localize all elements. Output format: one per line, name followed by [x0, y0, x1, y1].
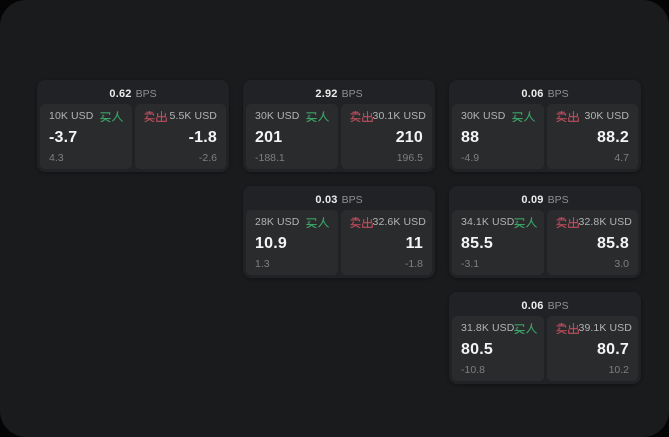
buy-amount-label: 30K USD — [255, 110, 300, 122]
bps-value: 0.06 — [521, 299, 544, 312]
buy-side-label-icon — [99, 110, 123, 122]
sell-amount-label: 32.8K USD — [578, 216, 632, 228]
sell-side-label-icon — [349, 216, 373, 228]
quote-card: 2.92 BPS 30K USD — [243, 80, 435, 172]
buy-amount-label: 31.8K USD — [461, 322, 515, 334]
buy-panel[interactable]: 34.1K USD — [452, 210, 544, 275]
buy-change: -188.1 — [255, 152, 285, 164]
sell-value: 88.2 — [597, 128, 629, 146]
sell-panel[interactable]: 5.5K USD -1.8 -2.6 — [134, 104, 226, 169]
buy-amount-label: 30K USD — [461, 110, 506, 122]
sell-side-label-icon — [143, 110, 167, 122]
bps-unit-label: BPS — [547, 87, 569, 100]
buy-side-label-icon — [514, 216, 538, 228]
buy-value: -3.7 — [49, 128, 78, 146]
sell-change: -1.8 — [404, 258, 423, 270]
buy-sell-tiles: 31.8K USD — [452, 316, 638, 381]
bps-value: 0.09 — [521, 193, 544, 206]
bps-unit-label: BPS — [547, 299, 569, 312]
card-header: 0.09 BPS — [452, 189, 638, 210]
sell-change: 196.5 — [396, 152, 423, 164]
buy-side-label-icon — [511, 110, 535, 122]
sell-change: 3.0 — [614, 258, 629, 270]
buy-sell-tiles: 10K USD — [40, 104, 226, 169]
bps-unit-label: BPS — [341, 193, 363, 206]
sell-change: -2.6 — [198, 152, 217, 164]
buy-sell-tiles: 28K USD — [246, 210, 432, 275]
buy-panel[interactable]: 30K USD — [246, 104, 338, 169]
quote-card: 0.62 BPS 10K USD — [37, 80, 229, 172]
card-header: 0.06 BPS — [452, 295, 638, 316]
bps-value: 2.92 — [315, 87, 338, 100]
buy-change: 1.3 — [255, 258, 270, 270]
quote-card: 0.06 BPS 31.8K USD — [449, 292, 641, 384]
bps-unit-label: BPS — [341, 87, 363, 100]
bps-value: 0.03 — [315, 193, 338, 206]
sell-panel[interactable]: 30.1K USD 210 196.5 — [340, 104, 432, 169]
buy-sell-tiles: 30K USD — [452, 104, 638, 169]
buy-change: -10.8 — [461, 364, 485, 376]
sell-side-label-icon — [349, 110, 373, 122]
bps-unit-label: BPS — [547, 193, 569, 206]
buy-panel[interactable]: 10K USD — [40, 104, 132, 169]
sell-amount-label: 30K USD — [584, 110, 629, 122]
card-header: 0.62 BPS — [40, 83, 226, 104]
quotes-board: 0.62 BPS 10K USD — [37, 80, 641, 384]
quotes-column-2: 2.92 BPS 30K USD — [243, 80, 435, 384]
quote-card: 0.03 BPS 28K USD — [243, 186, 435, 278]
quote-card: 0.09 BPS 34.1K USD — [449, 186, 641, 278]
buy-panel[interactable]: 30K USD — [452, 104, 544, 169]
buy-side-label-icon — [305, 110, 329, 122]
sell-value: 210 — [395, 128, 423, 146]
buy-value: 10.9 — [255, 234, 287, 252]
sell-panel[interactable]: 32.8K USD 85.8 3.0 — [546, 210, 638, 275]
sell-value: -1.8 — [188, 128, 217, 146]
quote-card: 0.06 BPS 30K USD — [449, 80, 641, 172]
sell-side-label-icon — [555, 322, 579, 334]
buy-panel[interactable]: 31.8K USD — [452, 316, 544, 381]
sell-side-label-icon — [555, 216, 579, 228]
sell-amount-label: 39.1K USD — [578, 322, 632, 334]
buy-side-label-icon — [305, 216, 329, 228]
buy-amount-label: 28K USD — [255, 216, 300, 228]
quotes-column-1: 0.62 BPS 10K USD — [37, 80, 229, 384]
sell-value: 11 — [405, 234, 423, 252]
bps-value: 0.06 — [521, 87, 544, 100]
buy-panel[interactable]: 28K USD — [246, 210, 338, 275]
buy-sell-tiles: 34.1K USD — [452, 210, 638, 275]
sell-value: 85.8 — [597, 234, 629, 252]
sell-amount-label: 5.5K USD — [169, 110, 217, 122]
card-header: 2.92 BPS — [246, 83, 432, 104]
bps-value: 0.62 — [109, 87, 132, 100]
buy-amount-label: 10K USD — [49, 110, 94, 122]
buy-side-label-icon — [514, 322, 538, 334]
buy-value: 85.5 — [461, 234, 493, 252]
sell-change: 10.2 — [608, 364, 629, 376]
sell-side-label-icon — [555, 110, 579, 122]
buy-change: -3.1 — [461, 258, 480, 270]
buy-sell-tiles: 30K USD — [246, 104, 432, 169]
buy-change: -4.9 — [461, 152, 480, 164]
buy-value: 88 — [461, 128, 480, 146]
sell-change: 4.7 — [614, 152, 629, 164]
sell-panel[interactable]: 30K USD 88.2 4.7 — [546, 104, 638, 169]
buy-amount-label: 34.1K USD — [461, 216, 515, 228]
sell-amount-label: 30.1K USD — [372, 110, 426, 122]
quotes-column-3: 0.06 BPS 30K USD — [449, 80, 641, 384]
bps-unit-label: BPS — [135, 87, 157, 100]
sell-value: 80.7 — [597, 340, 629, 358]
sell-panel[interactable]: 39.1K USD 80.7 10.2 — [546, 316, 638, 381]
buy-value: 80.5 — [461, 340, 493, 358]
buy-change: 4.3 — [49, 152, 64, 164]
sell-panel[interactable]: 32.6K USD 11 -1.8 — [340, 210, 432, 275]
card-header: 0.06 BPS — [452, 83, 638, 104]
buy-value: 201 — [255, 128, 283, 146]
card-header: 0.03 BPS — [246, 189, 432, 210]
sell-amount-label: 32.6K USD — [372, 216, 426, 228]
